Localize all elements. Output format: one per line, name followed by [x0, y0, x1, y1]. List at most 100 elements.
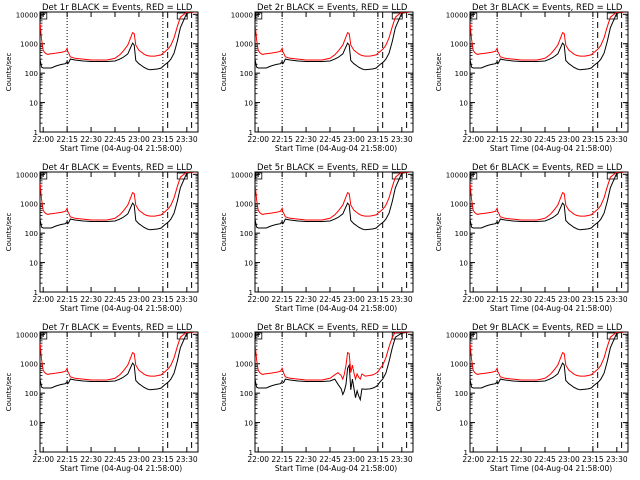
y-tick-label: 1000: [450, 361, 468, 369]
panel-8: Det 8r BLACK = Events, RED = LLD 1 10 100 10…: [220, 323, 414, 473]
lld-series-line: [470, 172, 625, 221]
y-axis-label: Counts/sec: [220, 213, 228, 252]
plot-frame: [39, 171, 199, 293]
panel-title: Det 9r BLACK = Events, RED = LLD: [472, 323, 623, 333]
x-tick-label: 22:00: [32, 135, 54, 144]
panel-9: Det 9r BLACK = Events, RED = LLD 1 10 100 10…: [435, 323, 629, 473]
x-tick-label: 23:30: [176, 295, 198, 304]
x-tick-label: 22:00: [247, 295, 269, 304]
events-series-line: [255, 172, 410, 231]
top-marker-box: [606, 332, 618, 340]
y-tick-label: 10000: [446, 331, 468, 339]
x-tick-label: 23:30: [606, 455, 628, 464]
y-tick-label: 1000: [20, 41, 38, 49]
y-tick-label: 10: [459, 420, 468, 428]
x-tick-label: 23:15: [582, 135, 604, 144]
plot-frame: [469, 331, 629, 453]
x-tick-label: 22:30: [295, 295, 317, 304]
events-series-line: [40, 12, 195, 71]
events-series-line: [40, 332, 195, 391]
events-series-line: [470, 172, 625, 231]
plot-frame: [39, 331, 199, 453]
x-tick-label: 22:45: [319, 135, 341, 144]
top-marker-box: [470, 332, 478, 340]
top-marker-box: [176, 12, 188, 20]
x-tick-label: 23:15: [152, 295, 174, 304]
panel-title: Det 5r BLACK = Events, RED = LLD: [257, 163, 408, 173]
x-tick-label: 23:15: [367, 295, 389, 304]
x-tick-label: 23:30: [176, 135, 198, 144]
y-tick-label: 100: [455, 230, 468, 238]
events-series-line: [470, 332, 625, 391]
x-tick-label: 22:15: [486, 455, 508, 464]
plot-frame: [39, 11, 199, 133]
y-tick-label: 10000: [231, 331, 253, 339]
x-tick-label: 22:15: [271, 295, 293, 304]
top-marker-box: [40, 172, 48, 180]
panel-4: Det 4r BLACK = Events, RED = LLD 1 10 100 10…: [5, 163, 199, 313]
top-marker-box: [606, 12, 618, 20]
top-marker-box: [255, 332, 263, 340]
x-axis-label: Start Time (04-Aug-04 21:58:00): [60, 144, 182, 153]
y-tick-label: 10: [244, 100, 253, 108]
x-tick-label: 22:00: [462, 455, 484, 464]
x-tick-label: 22:30: [295, 455, 317, 464]
panel-title: Det 6r BLACK = Events, RED = LLD: [472, 163, 623, 173]
panel-7: Det 7r BLACK = Events, RED = LLD 1 10 100 10…: [5, 323, 199, 473]
x-tick-label: 22:30: [510, 135, 532, 144]
x-tick-label: 23:15: [367, 455, 389, 464]
y-tick-label: 100: [240, 230, 253, 238]
x-tick-label: 22:00: [247, 455, 269, 464]
x-tick-label: 23:00: [343, 135, 365, 144]
x-tick-label: 22:00: [247, 135, 269, 144]
events-series-line: [40, 172, 195, 231]
y-tick-label: 10: [29, 420, 38, 428]
lld-series-line: [40, 332, 195, 381]
top-marker-box: [470, 12, 478, 20]
x-tick-label: 22:45: [534, 295, 556, 304]
x-tick-label: 23:30: [606, 135, 628, 144]
lld-series-line: [255, 12, 410, 61]
x-tick-label: 23:15: [152, 455, 174, 464]
x-tick-label: 22:15: [486, 295, 508, 304]
y-tick-label: 10: [29, 100, 38, 108]
top-marker-box: [40, 12, 48, 20]
x-tick-label: 23:30: [391, 135, 413, 144]
x-axis-label: Start Time (04-Aug-04 21:58:00): [60, 464, 182, 473]
x-axis-label: Start Time (04-Aug-04 21:58:00): [490, 144, 612, 153]
y-tick-label: 10000: [231, 11, 253, 19]
x-tick-label: 22:00: [32, 455, 54, 464]
x-tick-label: 23:00: [343, 295, 365, 304]
top-marker-box: [391, 172, 403, 180]
x-tick-label: 22:30: [510, 455, 532, 464]
panel-3: Det 3r BLACK = Events, RED = LLD 1 10 100 10…: [435, 3, 629, 153]
top-marker-box: [606, 172, 618, 180]
top-marker-box: [176, 332, 188, 340]
x-tick-label: 22:45: [534, 135, 556, 144]
y-tick-label: 1000: [450, 41, 468, 49]
y-tick-label: 10000: [16, 171, 38, 179]
panel-title: Det 7r BLACK = Events, RED = LLD: [42, 323, 193, 333]
y-tick-label: 10000: [16, 11, 38, 19]
top-marker-box: [255, 172, 263, 180]
x-tick-label: 23:15: [367, 135, 389, 144]
top-marker-box: [470, 172, 478, 180]
x-tick-label: 23:00: [558, 135, 580, 144]
x-tick-label: 23:30: [606, 295, 628, 304]
lld-series-line: [255, 332, 410, 381]
y-tick-label: 10: [244, 260, 253, 268]
x-tick-label: 23:00: [558, 455, 580, 464]
y-tick-label: 1: [249, 289, 253, 297]
y-axis-label: Counts/sec: [435, 373, 443, 412]
y-axis-label: Counts/sec: [435, 213, 443, 252]
events-series-line: [255, 332, 410, 402]
y-axis-label: Counts/sec: [5, 373, 13, 412]
x-tick-label: 23:30: [391, 295, 413, 304]
top-marker-box: [40, 332, 48, 340]
y-tick-label: 1: [249, 129, 253, 137]
x-axis-label: Start Time (04-Aug-04 21:58:00): [60, 304, 182, 313]
x-tick-label: 23:15: [152, 135, 174, 144]
y-axis-label: Counts/sec: [5, 53, 13, 92]
x-tick-label: 23:00: [128, 295, 150, 304]
